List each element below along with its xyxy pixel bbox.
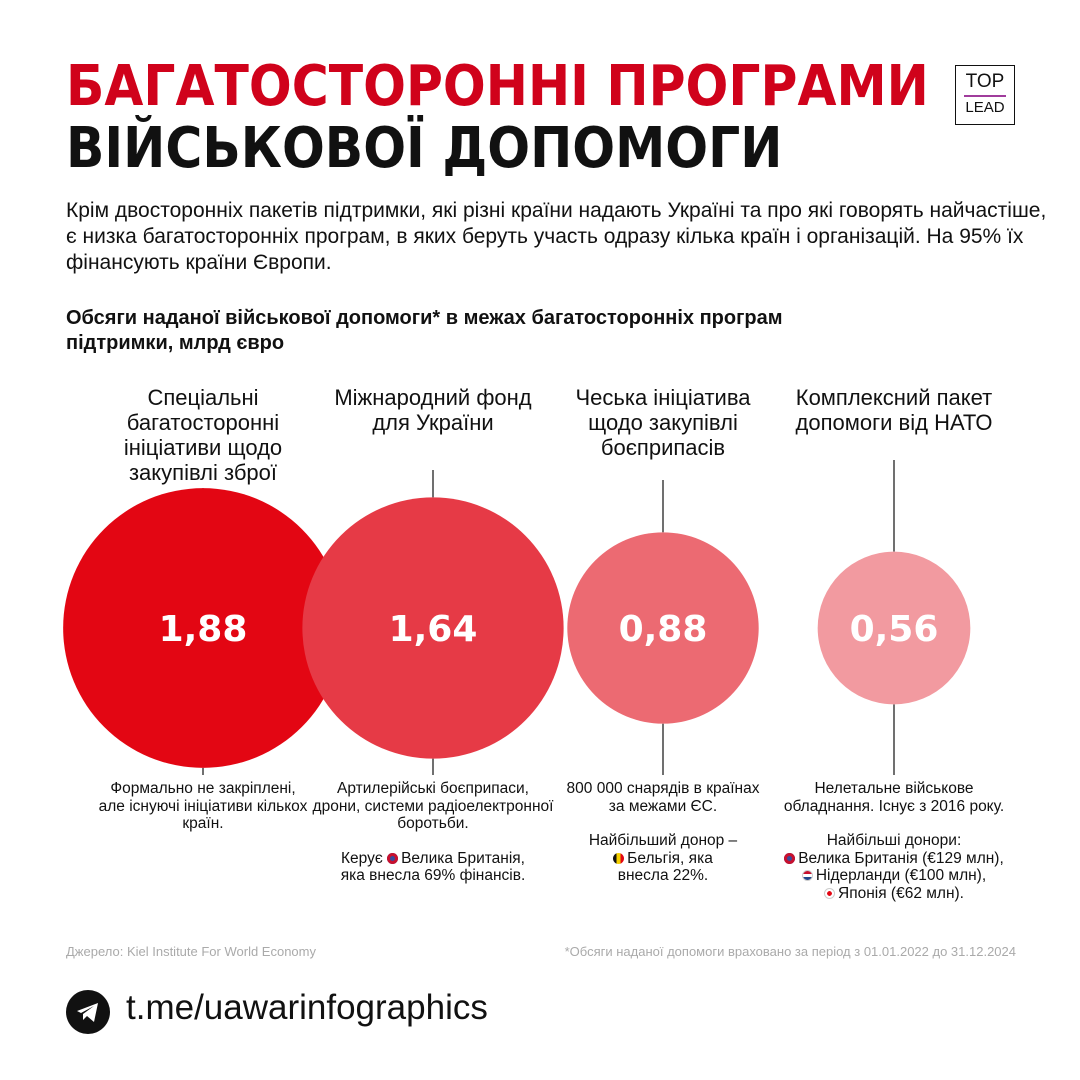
note-4: Нелетальне військове обладнання. Існує з… xyxy=(783,780,1005,902)
uk-flag-icon xyxy=(387,852,399,864)
intro-text: Крім двосторонніх пакетів підтримки, які… xyxy=(66,199,1047,274)
bubble xyxy=(302,497,564,759)
category-label: Чеська ініціатива щодо закупівлі боєприп… xyxy=(575,385,751,460)
source: Джерело: Kiel Institute For World Econom… xyxy=(66,944,316,959)
title-line-1: БАГАТОСТОРОННІ ПРОГРАМИ xyxy=(66,54,929,119)
logo-top: TOP xyxy=(965,71,1005,92)
category-label: Міжнародний фонд для України xyxy=(334,385,532,435)
bubble-value-label: 1,64 xyxy=(389,609,478,650)
footnote: *Обсяги наданої допомоги враховано за пе… xyxy=(564,944,1016,959)
note-1: Формально не закріплені, але існуючі іні… xyxy=(98,780,308,832)
uk-flag-icon xyxy=(784,852,796,864)
logo-bottom: LEAD xyxy=(965,99,1005,116)
note-3: 800 000 снарядів в країнах за межами ЄС.… xyxy=(566,780,760,884)
title-line-2: ВІЙСЬКОВОЇ ДОПОМОГИ xyxy=(66,116,783,181)
telegram-link[interactable]: t.me/uawarinfographics xyxy=(126,988,488,1027)
bubble-value-label: 1,88 xyxy=(159,609,248,650)
bubble xyxy=(63,488,343,768)
bubble xyxy=(817,551,971,705)
belgium-flag-icon xyxy=(613,852,625,864)
bubble-value-label: 0,56 xyxy=(850,609,939,650)
note-2: Артилерійські боєприпаси, дрони, системи… xyxy=(312,780,554,884)
toplead-logo: TOP LEAD xyxy=(955,65,1015,125)
bubble-value-label: 0,88 xyxy=(619,609,708,650)
netherlands-flag-icon xyxy=(801,870,813,881)
japan-flag-icon xyxy=(824,887,836,899)
bubble xyxy=(567,532,759,724)
category-label: Комплексний пакет допомоги від НАТО xyxy=(795,385,993,435)
chart-title: Обсяги наданої військової допомоги* в ме… xyxy=(66,307,783,354)
telegram-icon[interactable] xyxy=(66,990,110,1034)
category-label: Спеціальні багатосторонні ініціативи щод… xyxy=(123,385,283,485)
